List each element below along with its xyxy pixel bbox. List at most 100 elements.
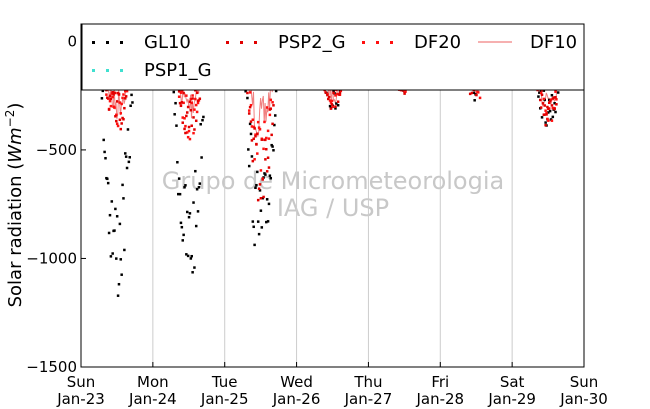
- x-tick-label-date: Jan-27: [344, 390, 393, 408]
- data-point: [272, 104, 275, 107]
- data-point: [192, 201, 195, 204]
- data-point: [104, 156, 107, 160]
- data-point: [548, 109, 552, 113]
- data-point: [263, 138, 266, 142]
- data-point: [123, 248, 126, 252]
- data-point: [110, 92, 114, 95]
- data-point: [198, 97, 202, 100]
- data-point: [188, 212, 192, 215]
- data-point: [103, 150, 106, 154]
- legend-swatch: [390, 41, 393, 44]
- data-point: [326, 93, 329, 97]
- data-point: [264, 158, 267, 161]
- data-point: [337, 93, 341, 96]
- data-point: [177, 192, 180, 196]
- data-point: [269, 107, 273, 110]
- data-point: [129, 104, 132, 108]
- data-point: [477, 91, 480, 94]
- data-point: [252, 125, 255, 129]
- data-point: [111, 95, 114, 99]
- data-point: [256, 132, 259, 136]
- data-point: [334, 94, 337, 97]
- data-point: [180, 101, 184, 104]
- data-point: [186, 105, 190, 109]
- data-point: [247, 109, 251, 112]
- data-point: [547, 119, 550, 122]
- data-point: [185, 131, 189, 134]
- data-point: [106, 177, 109, 181]
- data-point: [115, 100, 119, 103]
- data-point: [244, 89, 247, 93]
- data-point: [191, 271, 194, 274]
- data-point: [184, 124, 187, 128]
- data-point: [183, 117, 186, 120]
- data-point: [130, 93, 133, 97]
- data-point: [101, 89, 105, 93]
- data-point: [256, 170, 259, 174]
- data-point: [253, 127, 256, 130]
- data-point: [109, 255, 113, 258]
- y-tick-label: −1000: [26, 249, 77, 267]
- x-tick-label-day: Thu: [353, 373, 382, 391]
- data-point: [271, 101, 274, 104]
- data-point: [124, 95, 128, 98]
- data-point: [473, 99, 476, 102]
- data-point: [249, 103, 253, 107]
- data-point: [113, 91, 116, 95]
- x-tick-label-date: Jan-28: [415, 390, 464, 408]
- data-point: [543, 104, 546, 107]
- data-point: [183, 185, 186, 189]
- data-point: [201, 118, 204, 122]
- data-point: [122, 117, 125, 121]
- data-point: [537, 95, 540, 98]
- data-point: [117, 92, 121, 96]
- data-point: [191, 94, 194, 97]
- data-point: [190, 254, 193, 258]
- data-point: [179, 91, 183, 94]
- data-point: [332, 89, 335, 93]
- data-point: [106, 181, 110, 185]
- data-point: [175, 124, 178, 127]
- data-point: [124, 152, 127, 155]
- data-point: [111, 252, 114, 255]
- data-point: [267, 202, 271, 206]
- data-point: [122, 93, 125, 96]
- legend-swatch: [240, 41, 243, 44]
- data-point: [272, 149, 275, 152]
- data-point: [252, 137, 255, 140]
- data-point: [265, 106, 269, 109]
- data-point: [475, 93, 478, 97]
- data-point: [250, 155, 254, 158]
- data-point: [266, 129, 270, 133]
- data-point: [200, 156, 203, 159]
- data-point: [109, 97, 113, 101]
- data-point: [188, 137, 192, 141]
- data-point: [124, 155, 128, 158]
- data-point: [125, 89, 129, 93]
- data-point: [544, 121, 547, 124]
- data-point: [330, 103, 334, 106]
- data-point: [251, 118, 255, 121]
- data-point: [182, 91, 185, 95]
- legend-swatch: [120, 69, 123, 72]
- data-point: [246, 96, 249, 100]
- data-point: [259, 197, 263, 200]
- data-point: [194, 97, 197, 101]
- data-point: [268, 113, 272, 117]
- data-point: [544, 109, 547, 112]
- data-point: [189, 257, 193, 260]
- data-point: [128, 156, 132, 159]
- x-tick-label-day: Sun: [570, 373, 599, 391]
- data-point: [102, 138, 105, 142]
- data-point: [546, 117, 549, 121]
- data-point: [257, 126, 261, 129]
- data-point: [179, 104, 183, 108]
- data-point: [246, 91, 249, 95]
- data-point: [119, 112, 123, 115]
- data-point: [115, 215, 119, 218]
- data-point: [554, 96, 557, 99]
- data-point: [181, 121, 184, 124]
- data-point: [258, 128, 262, 131]
- data-point: [198, 182, 202, 185]
- legend-swatch: [254, 41, 257, 44]
